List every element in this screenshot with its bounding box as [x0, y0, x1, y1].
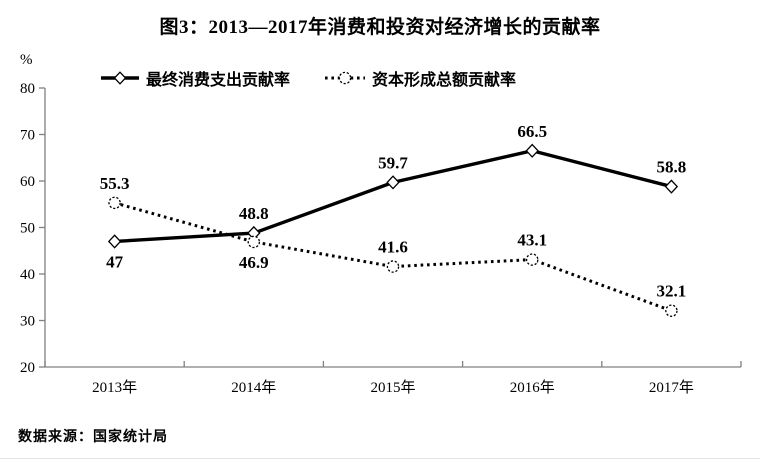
svg-text:70: 70: [20, 128, 35, 144]
svg-text:32.1: 32.1: [657, 282, 687, 301]
svg-text:2014年: 2014年: [231, 379, 276, 396]
chart-title: 图3：2013—2017年消费和投资对经济增长的贡献率: [159, 17, 601, 38]
svg-text:20: 20: [20, 360, 35, 376]
svg-text:80: 80: [20, 81, 35, 97]
svg-text:48.8: 48.8: [239, 204, 269, 223]
svg-text:60: 60: [20, 174, 35, 190]
svg-text:41.6: 41.6: [378, 238, 408, 257]
svg-text:47: 47: [106, 252, 124, 271]
svg-text:55.3: 55.3: [100, 174, 130, 193]
legend-item-consumption: 最终消费支出贡献率: [100, 66, 290, 90]
svg-text:50: 50: [20, 221, 35, 237]
svg-text:40: 40: [20, 267, 35, 283]
svg-text:2013年: 2013年: [92, 379, 137, 396]
svg-text:58.8: 58.8: [657, 158, 687, 177]
y-axis-unit-label: %: [20, 52, 33, 68]
legend-item-capital: 资本形成总额贡献率: [324, 66, 516, 90]
svg-text:2015年: 2015年: [370, 379, 415, 396]
svg-text:30: 30: [20, 314, 35, 330]
svg-text:2016年: 2016年: [510, 379, 555, 396]
svg-text:59.7: 59.7: [378, 153, 408, 172]
svg-text:43.1: 43.1: [517, 231, 547, 250]
legend-label-capital: 资本形成总额贡献率: [372, 72, 517, 89]
legend: 最终消费支出贡献率 资本形成总额贡献率: [100, 66, 516, 90]
data-source-note: 数据来源：国家统计局: [18, 430, 168, 445]
dotted-line-circle-marker-icon: [325, 71, 366, 85]
legend-label-consumption: 最终消费支出贡献率: [146, 72, 291, 89]
svg-text:2017年: 2017年: [649, 379, 694, 396]
svg-text:66.5: 66.5: [517, 122, 547, 141]
svg-text:46.9: 46.9: [239, 253, 269, 272]
bottom-divider: [0, 458, 760, 459]
solid-line-diamond-marker-icon: [101, 71, 139, 85]
